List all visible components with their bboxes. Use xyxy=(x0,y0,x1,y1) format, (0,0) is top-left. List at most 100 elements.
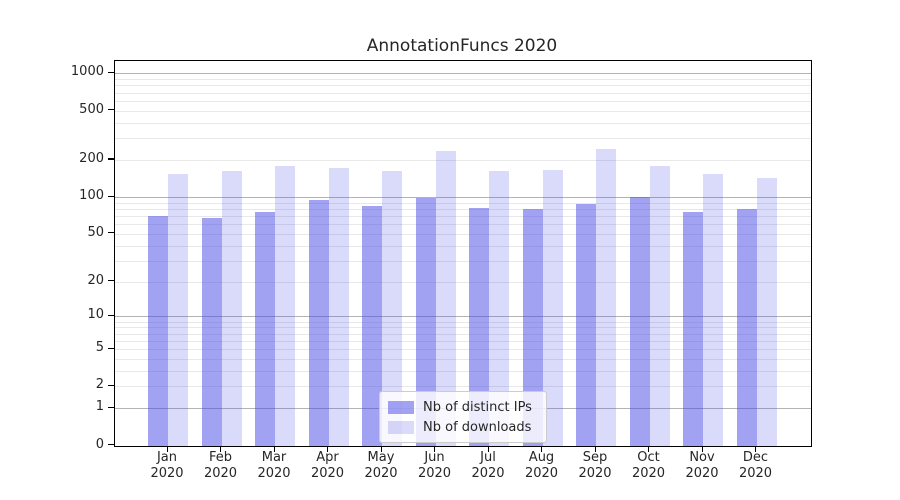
bar-distinct-ips-may xyxy=(362,205,382,446)
minor-gridline xyxy=(115,138,811,140)
minor-gridline xyxy=(115,333,811,335)
y-tick-mark xyxy=(108,406,114,408)
bar-distinct-ips-jul xyxy=(469,207,489,446)
x-tick-label-nov: Nov 2020 xyxy=(685,450,719,481)
bar-distinct-ips-jan xyxy=(148,215,168,446)
minor-gridline xyxy=(115,159,811,161)
legend-item-label: Nb of downloads xyxy=(423,419,532,435)
y-tick-label: 100 xyxy=(79,188,104,203)
x-tick-mark xyxy=(434,445,436,452)
y-tick-label: 200 xyxy=(79,150,104,166)
x-tick-mark xyxy=(648,445,650,452)
bar-downloads-feb xyxy=(221,171,242,446)
x-tick-label-jan: Jan 2020 xyxy=(150,450,184,481)
minor-gridline xyxy=(115,358,811,360)
minor-gridline xyxy=(115,386,811,388)
bar-downloads-nov xyxy=(703,173,723,446)
bar-downloads-oct xyxy=(649,166,670,446)
x-tick-mark xyxy=(380,445,382,452)
bar-downloads-jul xyxy=(489,170,509,446)
minor-gridline xyxy=(115,79,811,81)
minor-gridline xyxy=(115,233,811,235)
minor-gridline xyxy=(115,202,811,204)
bar-distinct-ips-jun xyxy=(415,198,436,446)
minor-gridline xyxy=(115,110,811,112)
x-tick-label-sep: Sep 2020 xyxy=(578,450,612,481)
minor-gridline xyxy=(115,100,811,102)
bar-distinct-ips-aug xyxy=(522,208,543,446)
plot-area: Nb of distinct IPs Nb of downloads xyxy=(114,60,812,447)
minor-gridline xyxy=(115,92,811,94)
bar-downloads-aug xyxy=(542,169,563,446)
legend: Nb of distinct IPs Nb of downloads xyxy=(379,391,547,443)
minor-gridline xyxy=(115,260,811,262)
x-tick-mark xyxy=(327,445,329,452)
minor-gridline xyxy=(115,327,811,329)
y-tick-mark xyxy=(108,109,114,111)
legend-item-label: Nb of distinct IPs xyxy=(423,399,532,415)
y-tick-mark xyxy=(108,314,114,317)
major-gridline xyxy=(115,197,811,198)
x-tick-mark xyxy=(487,445,489,452)
y-tick-label: 500 xyxy=(79,101,104,117)
x-tick-label-oct: Oct 2020 xyxy=(631,450,666,481)
minor-gridline xyxy=(115,208,811,210)
y-tick-mark xyxy=(108,384,114,386)
legend-item: Nb of downloads xyxy=(388,417,538,437)
legend-swatch-downloads xyxy=(388,420,414,434)
minor-gridline xyxy=(115,321,811,323)
minor-gridline xyxy=(115,349,811,350)
x-tick-mark xyxy=(220,445,222,452)
y-tick-label: 50 xyxy=(87,224,104,240)
x-tick-label-aug: Aug 2020 xyxy=(524,450,559,481)
y-tick-label: 10 xyxy=(87,307,104,323)
x-tick-mark xyxy=(701,445,703,452)
x-tick-label-jun: Jun 2020 xyxy=(417,450,452,481)
x-tick-mark xyxy=(166,445,168,452)
bar-distinct-ips-oct xyxy=(629,197,650,446)
x-tick-label-jul: Jul 2020 xyxy=(471,450,505,481)
y-tick-mark xyxy=(108,158,114,160)
y-tick-label: 1 xyxy=(95,399,104,415)
bar-distinct-ips-feb xyxy=(201,217,222,446)
x-tick-mark xyxy=(755,445,757,452)
bar-downloads-dec xyxy=(756,178,777,446)
bar-distinct-ips-dec xyxy=(736,208,757,446)
y-tick-label: 2 xyxy=(95,377,104,393)
bar-downloads-may xyxy=(382,170,402,446)
major-gridline xyxy=(115,316,811,318)
x-tick-mark xyxy=(541,445,543,452)
minor-gridline xyxy=(115,215,811,217)
major-gridline xyxy=(115,73,811,75)
bar-downloads-sep xyxy=(596,149,616,446)
bar-downloads-apr xyxy=(328,168,349,446)
legend-item: Nb of distinct IPs xyxy=(388,397,538,417)
y-tick-mark xyxy=(108,195,114,197)
y-tick-mark xyxy=(108,232,114,234)
x-tick-mark xyxy=(594,445,596,452)
x-tick-label-dec: Dec 2020 xyxy=(738,450,773,481)
minor-gridline xyxy=(115,245,811,247)
x-tick-mark xyxy=(273,445,275,452)
x-tick-label-mar: Mar 2020 xyxy=(257,450,291,481)
bar-downloads-jun xyxy=(435,151,456,446)
y-tick-label: 0 xyxy=(95,436,104,452)
bar-distinct-ips-mar xyxy=(255,212,275,446)
y-tick-mark xyxy=(108,347,114,349)
bar-distinct-ips-apr xyxy=(308,200,329,446)
minor-gridline xyxy=(115,281,811,283)
minor-gridline xyxy=(115,370,811,372)
x-tick-label-may: May 2020 xyxy=(364,450,398,481)
y-tick-mark xyxy=(108,280,114,282)
legend-swatch-distinct-ips xyxy=(388,400,414,414)
y-tick-label: 1000 xyxy=(70,64,104,80)
x-tick-label-feb: Feb 2020 xyxy=(203,450,238,481)
y-tick-label: 20 xyxy=(87,272,104,288)
y-tick-mark xyxy=(108,444,114,446)
minor-gridline xyxy=(115,224,811,226)
y-tick-label: 5 xyxy=(95,340,104,355)
bar-distinct-ips-sep xyxy=(576,204,596,446)
minor-gridline xyxy=(115,122,811,124)
y-tick-mark xyxy=(108,71,114,74)
